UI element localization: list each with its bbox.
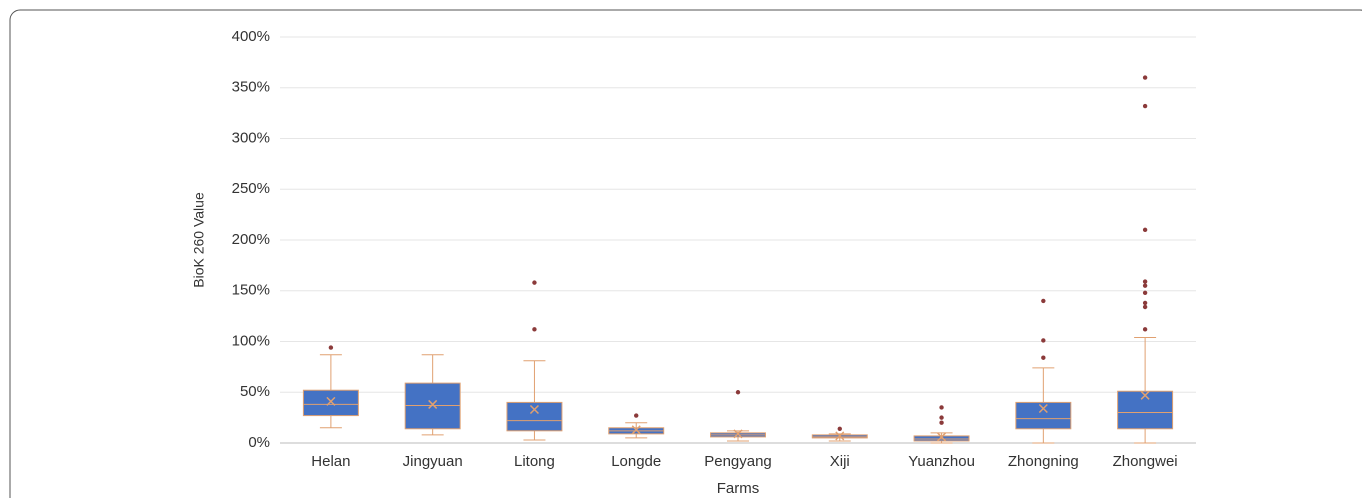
outlier	[1142, 304, 1148, 310]
box	[506, 401, 563, 432]
outlier	[1142, 300, 1148, 306]
y-tick-label: 400%	[232, 28, 270, 45]
mean-marker	[1038, 403, 1048, 414]
mean-marker	[631, 425, 641, 435]
mean-marker	[1140, 390, 1150, 400]
outlier	[1041, 355, 1046, 360]
x-tick-label: Xiji	[830, 453, 850, 470]
outlier	[939, 415, 944, 420]
outlier	[939, 420, 944, 425]
box	[1015, 401, 1072, 430]
mean-marker	[733, 429, 743, 439]
outlier	[1041, 298, 1046, 304]
mean-marker	[835, 431, 845, 441]
x-tick-label: Helan	[311, 453, 350, 470]
y-tick-label: 300%	[232, 129, 270, 146]
y-tick-label: 350%	[232, 79, 270, 96]
outlier	[328, 345, 334, 350]
outlier	[1142, 103, 1148, 109]
y-tick-label: 150%	[232, 282, 270, 299]
x-tick-label: Jingyuan	[403, 453, 463, 470]
y-tick-label: 250%	[232, 180, 270, 197]
box	[404, 382, 461, 430]
outlier	[1142, 327, 1148, 332]
outlier	[1041, 338, 1046, 343]
outlier	[532, 327, 537, 332]
box	[1117, 390, 1174, 430]
outlier	[1142, 227, 1148, 233]
outlier	[634, 413, 639, 418]
x-tick-label: Zhongwei	[1113, 453, 1178, 470]
x-tick-label: Longde	[611, 453, 661, 470]
outlier	[735, 390, 741, 395]
x-axis-label: Farms	[717, 480, 760, 497]
outlier	[1142, 283, 1148, 288]
mean-marker	[326, 396, 336, 406]
outlier	[1142, 290, 1148, 295]
outlier	[1142, 279, 1148, 284]
y-tick-label: 100%	[232, 332, 270, 349]
mean-marker	[428, 399, 438, 409]
x-tick-label: Yuanzhou	[908, 453, 975, 470]
y-tick-label: 200%	[232, 231, 270, 248]
outlier	[939, 405, 944, 410]
x-tick-label: Zhongning	[1008, 453, 1079, 470]
outlier	[1142, 75, 1148, 80]
outlier	[532, 280, 537, 285]
frame	[9, 9, 1362, 503]
outlier	[837, 426, 842, 431]
x-tick-label: Litong	[514, 453, 555, 470]
mean-marker	[937, 432, 947, 442]
y-tick-label: 0%	[248, 434, 270, 451]
y-tick-label: 50%	[240, 383, 270, 400]
y-axis-label: BioK 260 Value	[191, 192, 207, 288]
x-tick-label: Pengyang	[704, 453, 772, 470]
box	[302, 389, 359, 417]
mean-marker	[529, 404, 539, 415]
